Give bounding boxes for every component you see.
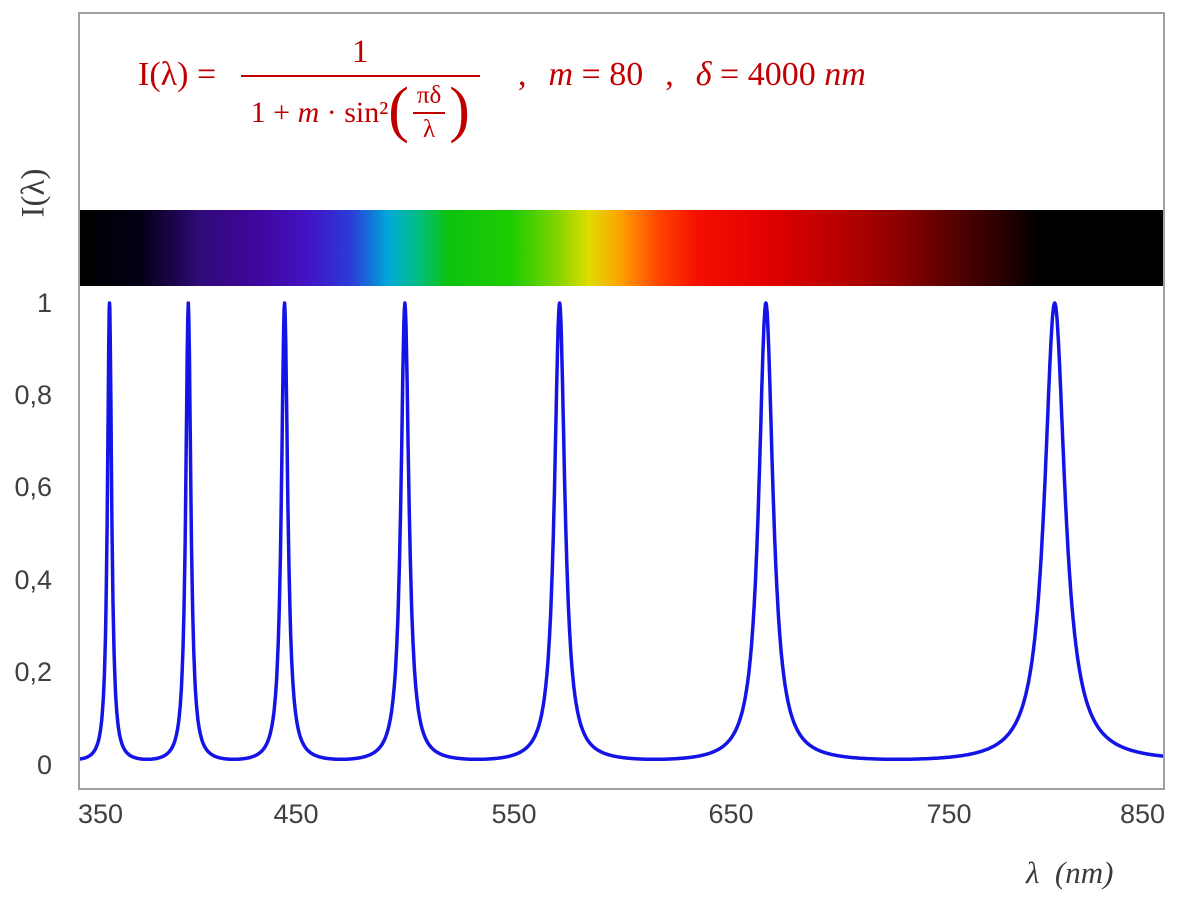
y-tick-label: 0,6 [14, 472, 52, 502]
visible-spectrum-band [80, 210, 1163, 286]
plot-frame: I(λ) = 1 1 + m · sin² ( πδ λ ) , m = 80 … [78, 12, 1165, 790]
formula-main-fraction: 1 1 + m · sin² ( πδ λ ) [240, 34, 480, 144]
formula-separator: , [517, 56, 527, 93]
x-axis-tick-labels: 350 450 550 650 750 850 [78, 800, 1165, 832]
formula-inner-fraction: πδ λ [412, 82, 446, 144]
formula: I(λ) = 1 1 + m · sin² ( πδ λ ) , m = 80 … [138, 34, 866, 144]
y-tick-label: 0,8 [14, 380, 52, 410]
formula-param-delta: δ = 4000 nm [695, 56, 866, 93]
x-axis-title: λ (nm) [1026, 855, 1114, 890]
x-tick-label: 350 [78, 799, 124, 829]
y-tick-label: 1 [36, 288, 52, 318]
formula-separator: , [665, 56, 674, 93]
y-axis-tick-labels: 1 0,8 0,6 0,4 0,2 0 [0, 0, 64, 924]
x-tick-label: 850 [1119, 799, 1165, 829]
formula-numerator: 1 [352, 34, 369, 70]
curve-path [80, 301, 1163, 762]
y-tick-label: 0 [36, 750, 52, 780]
x-tick-label: 450 [273, 799, 319, 829]
x-tick-label: 550 [491, 799, 537, 829]
open-paren: ( [388, 75, 409, 144]
close-paren: ) [449, 75, 470, 144]
formula-denominator: 1 + m · sin² ( πδ λ ) [240, 75, 480, 144]
intensity-curve [80, 301, 1163, 762]
y-tick-label: 0,4 [14, 565, 52, 595]
x-tick-label: 750 [926, 799, 972, 829]
formula-lhs: I(λ) = [138, 56, 225, 93]
y-tick-label: 0,2 [14, 657, 52, 687]
x-tick-label: 650 [708, 799, 754, 829]
formula-param-m: m = 80 [548, 56, 644, 93]
